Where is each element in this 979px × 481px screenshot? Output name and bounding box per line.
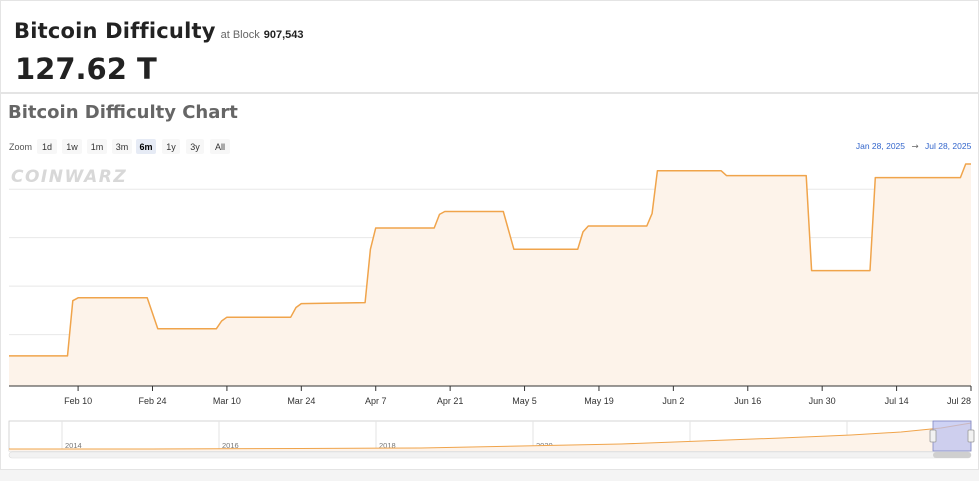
navigator-year-label: 2016: [222, 441, 239, 450]
zoom-button-label[interactable]: 1w: [66, 142, 78, 152]
x-tick-label: Mar 10: [213, 396, 241, 406]
x-tick-label: Feb 24: [138, 396, 166, 406]
x-tick-label: Jul 14: [885, 396, 909, 406]
zoom-button-3m[interactable]: 3m: [112, 139, 132, 154]
x-tick-label: Jun 2: [662, 396, 684, 406]
zoom-button-1w[interactable]: 1w: [62, 139, 82, 154]
zoom-button-6m[interactable]: 6m: [136, 139, 156, 154]
navigator[interactable]: 201420162018202020222024: [8, 420, 975, 459]
x-tick-label: Feb 10: [64, 396, 92, 406]
x-tick-label: Jun 16: [734, 396, 761, 406]
difficulty-area-fill: [9, 164, 971, 386]
navigator-year-label: 2014: [65, 441, 82, 450]
header-card: Bitcoin Difficulty at Block 907,543 127.…: [0, 0, 979, 93]
block-number: 907,543: [263, 29, 304, 41]
x-tick-label: Apr 21: [437, 396, 464, 406]
x-tick-label: Jun 30: [809, 396, 836, 406]
zoom-button-1d[interactable]: 1d: [37, 139, 57, 154]
range-to-date[interactable]: Jul 28, 2025: [925, 141, 972, 151]
zoom-button-bg[interactable]: [87, 139, 107, 154]
zoom-label: Zoom: [9, 142, 32, 152]
range-arrow: →: [911, 142, 918, 152]
x-tick-label: May 19: [584, 396, 614, 406]
zoom-button-All[interactable]: All: [210, 139, 230, 154]
zoom-button-bg[interactable]: [136, 139, 156, 154]
page-title: Bitcoin Difficulty: [14, 19, 216, 43]
navigator-area: [9, 423, 971, 451]
zoom-button-label[interactable]: 6m: [139, 142, 152, 152]
zoom-button-bg[interactable]: [186, 139, 204, 154]
coinwarz-watermark-logo: COINWARZ: [11, 167, 127, 187]
x-tick-label: Mar 24: [287, 396, 315, 406]
zoom-button-label[interactable]: 1y: [166, 142, 176, 152]
x-tick-label: May 5: [512, 396, 537, 406]
zoom-button-bg[interactable]: [37, 139, 57, 154]
zoom-button-label[interactable]: All: [215, 142, 225, 152]
current-difficulty-value: 127.62 T: [15, 52, 157, 86]
x-tick-label: Apr 7: [365, 396, 387, 406]
zoom-button-label[interactable]: 3m: [116, 142, 129, 152]
zoom-button-bg[interactable]: [162, 139, 180, 154]
zoom-button-bg[interactable]: [210, 139, 230, 154]
x-tick-label: Jul 28: [947, 396, 971, 406]
zoom-button-1m[interactable]: 1m: [87, 139, 107, 154]
zoom-button-1y[interactable]: 1y: [162, 139, 180, 154]
navigator-scrollbar-thumb[interactable]: [933, 452, 971, 458]
navigator-scrollbar-track[interactable]: [8, 451, 972, 459]
zoom-button-label[interactable]: 1m: [91, 142, 104, 152]
zoom-button-bg[interactable]: [62, 139, 82, 154]
zoom-button-3y[interactable]: 3y: [186, 139, 204, 154]
zoom-button-bg[interactable]: [112, 139, 132, 154]
chart-title: Bitcoin Difficulty Chart: [8, 102, 238, 123]
zoom-button-label[interactable]: 3y: [190, 142, 200, 152]
navigator-series-line: [9, 422, 972, 450]
navigator-right-handle[interactable]: [967, 429, 975, 443]
zoom-button-label[interactable]: 1d: [42, 142, 52, 152]
difficulty-series-line: [9, 163, 971, 357]
difficulty-chart[interactable]: Zoom 1d 1w 1m 3m 6m 1y 3y All Jan 28, 2025 → Jul 28…: [1, 94, 978, 469]
chart-card: Bitcoin Difficulty Chart Zoom 1d 1w 1m 3m 6m 1…: [0, 93, 979, 470]
navigator-left-handle[interactable]: [929, 429, 937, 443]
at-block-label: at Block: [220, 29, 260, 41]
navigator-year-label: 2018: [379, 441, 396, 450]
range-from-date[interactable]: Jan 28, 2025: [856, 141, 905, 151]
navigator-selection-mask[interactable]: [932, 420, 972, 452]
title-row: Bitcoin Difficulty at Block 907,543: [14, 19, 304, 43]
